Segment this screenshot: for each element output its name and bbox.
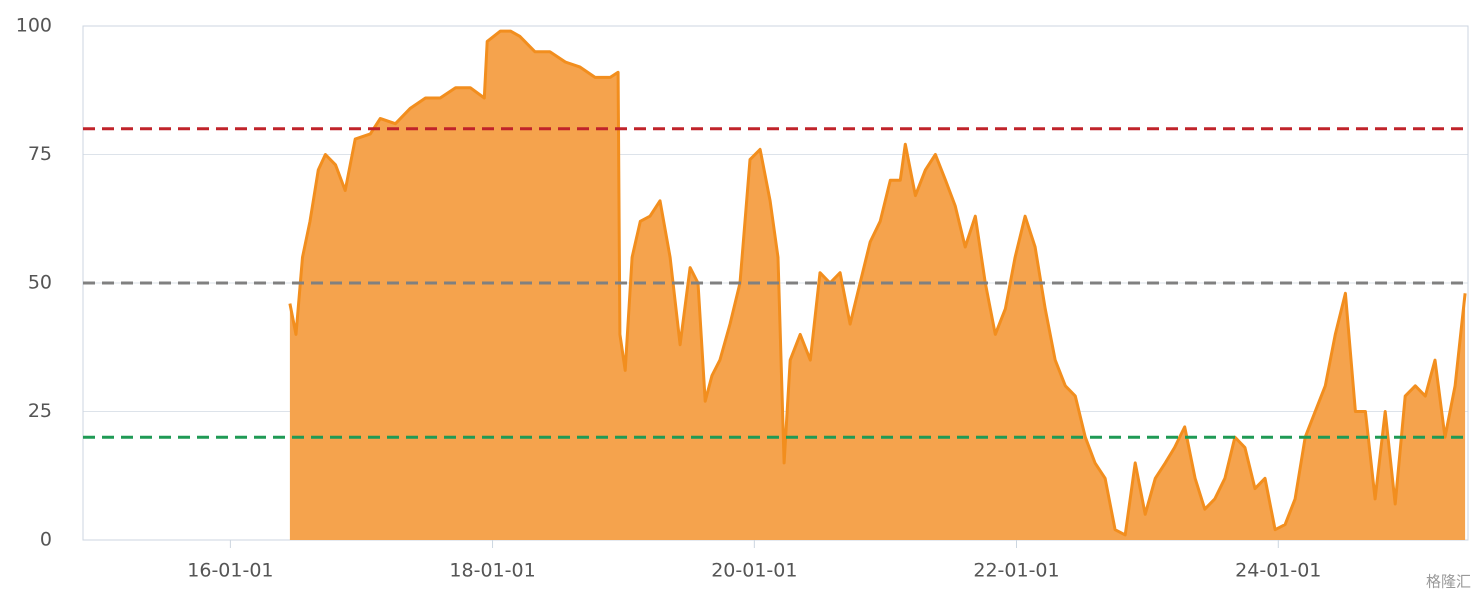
x-tick-label: 16-01-01 [187, 560, 273, 582]
watermark: 格隆汇 [1426, 573, 1471, 591]
y-tick-label: 75 [28, 143, 52, 165]
y-tick-label: 25 [28, 400, 52, 422]
x-tick-label: 18-01-01 [449, 560, 535, 582]
x-tick-label: 22-01-01 [973, 560, 1059, 582]
x-tick-label: 20-01-01 [711, 560, 797, 582]
area-line [288, 29, 1467, 537]
y-tick-label: 0 [40, 529, 52, 551]
y-tick-label: 100 [16, 15, 52, 37]
y-tick-label: 50 [28, 272, 52, 294]
x-tick-label: 24-01-01 [1235, 560, 1321, 582]
area-fill [289, 31, 1466, 540]
